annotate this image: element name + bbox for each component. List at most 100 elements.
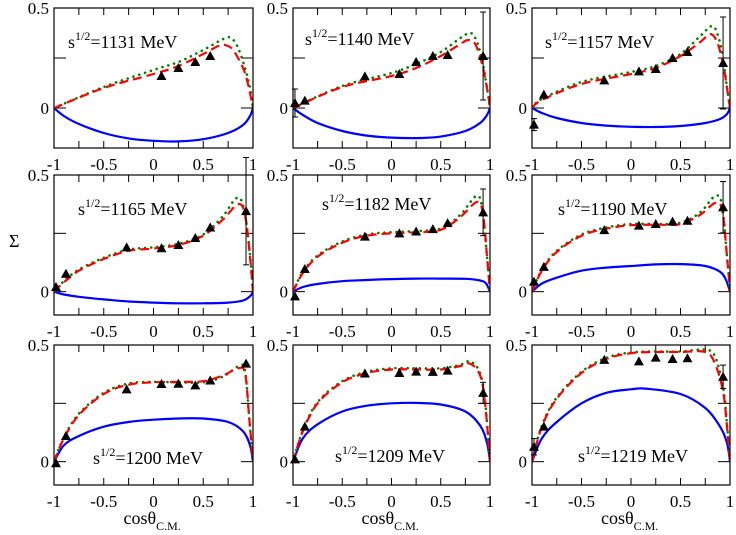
x-tick-label: -1 xyxy=(525,492,539,511)
data-point xyxy=(667,354,678,363)
x-axis-title-sub: C.M. xyxy=(634,519,659,533)
panel-1: -1 -0.5 0 0.5 1 0 0.5 s1/2=1131 MeV xyxy=(28,0,258,174)
panel-3: -1 -0.5 0 0.5 1 0 0.5 s1/2=1157 MeV xyxy=(506,0,735,174)
x-tick-label: -0.5 xyxy=(568,155,595,174)
data-point xyxy=(289,98,300,107)
solid-curve xyxy=(54,417,253,463)
energy-label-sup: 1/2 xyxy=(565,196,580,210)
y-tick-label: 0.5 xyxy=(506,0,527,18)
data-point xyxy=(190,380,201,390)
data-point xyxy=(359,231,370,241)
data-point xyxy=(650,219,661,228)
x-tick-label: 0 xyxy=(627,492,636,511)
x-tick-label: 0 xyxy=(149,322,158,341)
data-point xyxy=(289,291,300,301)
x-tick-label: -1 xyxy=(47,492,61,511)
x-tick-label: 1 xyxy=(249,155,258,174)
energy-label-text: =1165 MeV xyxy=(100,199,187,219)
x-tick-label: -1 xyxy=(286,322,300,341)
data-point xyxy=(599,225,610,235)
data-point xyxy=(682,47,693,56)
dotted-curve xyxy=(54,35,253,110)
x-tick-label: 0.5 xyxy=(193,492,214,511)
y-tick-label: 0.5 xyxy=(267,336,288,355)
panel-frame xyxy=(53,7,254,149)
data-point xyxy=(682,353,693,363)
x-tick-label: 0 xyxy=(387,322,396,341)
y-tick-label: 0.5 xyxy=(28,0,49,18)
x-tick-label: 0 xyxy=(627,322,636,341)
panel-frame xyxy=(531,7,731,149)
x-tick-label: -1 xyxy=(47,322,61,341)
data-point xyxy=(528,119,539,129)
x-tick-label: -0.5 xyxy=(568,322,595,341)
data-point xyxy=(667,216,678,226)
energy-label: s1/2=1182 MeV xyxy=(322,191,431,214)
x-tick-label: 0 xyxy=(387,155,396,174)
data-point xyxy=(121,384,132,394)
panel-6: -1 -0.5 0 0.5 1 0 0.5 s1/2=1190 MeV xyxy=(506,166,735,341)
data-point xyxy=(478,387,489,397)
x-tick-label: 1 xyxy=(249,322,258,341)
data-point xyxy=(427,366,438,376)
energy-label: s1/2=1140 MeV xyxy=(305,26,414,49)
dashed-curve xyxy=(532,350,730,462)
data-point xyxy=(718,371,729,381)
x-tick-label: -0.5 xyxy=(329,155,356,174)
x-tick-label: 0.5 xyxy=(670,322,691,341)
data-point xyxy=(478,207,489,217)
energy-label-base: s xyxy=(93,448,100,468)
x-tick-label: 0.5 xyxy=(193,155,214,174)
y-tick-label: 0.5 xyxy=(506,166,527,185)
energy-label-base: s xyxy=(322,194,329,214)
data-point xyxy=(299,264,310,274)
y-tick-label: 0 xyxy=(519,99,528,118)
x-tick-label: -1 xyxy=(525,155,539,174)
data-point xyxy=(60,268,71,278)
x-axis-title-base: cosθ xyxy=(362,508,395,528)
panel-frame xyxy=(292,7,491,149)
x-tick-label: -1 xyxy=(525,322,539,341)
energy-label-base: s xyxy=(545,32,552,52)
x-tick-label: -0.5 xyxy=(329,322,356,341)
x-axis-title: cosθC.M. xyxy=(601,508,658,533)
data-point xyxy=(50,458,61,468)
energy-label-text: =1131 MeV xyxy=(90,32,177,52)
dashed-curve xyxy=(293,38,490,110)
data-point xyxy=(478,51,489,60)
x-axis-title: cosθC.M. xyxy=(362,508,419,533)
data-point xyxy=(650,352,661,362)
x-axis-title: cosθC.M. xyxy=(124,508,181,533)
data-point xyxy=(633,220,644,230)
energy-label-text: =1157 MeV xyxy=(567,32,654,52)
y-tick-label: 0 xyxy=(280,453,289,472)
data-point xyxy=(299,95,310,105)
data-point xyxy=(60,431,71,440)
solid-curve xyxy=(532,107,730,129)
energy-label-sup: 1/2 xyxy=(85,196,100,210)
energy-label: s1/2=1131 MeV xyxy=(68,29,177,52)
solid-curve xyxy=(293,277,490,293)
x-tick-label: 0.5 xyxy=(430,492,451,511)
x-tick-label: 1 xyxy=(486,155,495,174)
data-point xyxy=(427,51,438,60)
data-point xyxy=(289,454,300,464)
x-tick-label: -0.5 xyxy=(90,155,117,174)
y-tick-label: 0.5 xyxy=(267,0,288,18)
data-point xyxy=(599,354,610,364)
data-point xyxy=(411,226,422,236)
energy-label-text: =1219 MeV xyxy=(600,446,688,466)
data-point xyxy=(173,378,184,388)
solid-curve xyxy=(293,401,490,463)
energy-label-base: s xyxy=(335,446,342,466)
y-axis-title: Σ xyxy=(9,231,19,251)
energy-label-base: s xyxy=(78,199,85,219)
y-tick-label: 0.5 xyxy=(28,166,49,185)
panel-frame xyxy=(53,174,254,316)
solid-curve xyxy=(532,262,730,293)
data-point xyxy=(205,222,216,232)
x-tick-label: -1 xyxy=(286,155,300,174)
data-point xyxy=(599,75,610,85)
data-point xyxy=(538,89,549,99)
